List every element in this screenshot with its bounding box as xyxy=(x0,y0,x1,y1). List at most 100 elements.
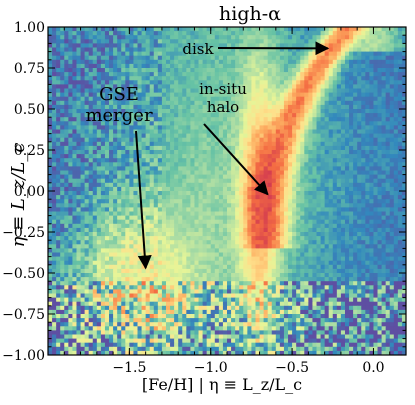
heatmap-cell xyxy=(251,191,256,196)
heatmap-cell xyxy=(113,76,118,81)
heatmap-cell xyxy=(255,232,261,237)
heatmap-cell xyxy=(182,215,187,221)
heatmap-cell xyxy=(247,170,252,176)
heatmap-cell xyxy=(385,59,391,65)
heatmap-cell xyxy=(324,154,330,159)
heatmap-cell xyxy=(247,109,252,114)
heatmap-cell xyxy=(186,170,191,176)
heatmap-cell xyxy=(60,137,65,143)
heatmap-cell xyxy=(68,162,73,167)
heatmap-cell xyxy=(247,211,252,217)
heatmap-cell xyxy=(255,186,261,192)
heatmap-cell xyxy=(157,51,163,57)
heatmap-cell xyxy=(385,68,391,73)
heatmap-cell xyxy=(109,68,114,73)
heatmap-cell xyxy=(381,129,387,135)
heatmap-cell xyxy=(312,174,317,180)
heatmap-cell xyxy=(328,252,334,258)
heatmap-cell xyxy=(104,141,110,147)
heatmap-cell xyxy=(92,55,98,61)
heatmap-cell xyxy=(300,154,305,159)
heatmap-cell xyxy=(263,100,269,106)
heatmap-cell xyxy=(259,133,265,139)
heatmap-cell xyxy=(149,170,155,176)
heatmap-cell xyxy=(125,207,130,212)
heatmap-cell xyxy=(247,92,252,98)
heatmap-cell xyxy=(304,174,309,180)
heatmap-cell xyxy=(64,133,69,139)
heatmap-cell xyxy=(104,219,110,225)
heatmap-cell xyxy=(186,211,191,217)
heatmap-cell xyxy=(72,137,77,143)
heatmap-cell xyxy=(320,154,326,159)
heatmap-cell xyxy=(279,27,285,32)
heatmap-cell xyxy=(210,145,216,151)
heatmap-cell xyxy=(84,31,90,36)
heatmap-cell xyxy=(194,96,200,102)
heatmap-cell xyxy=(288,35,293,40)
heatmap-cell xyxy=(275,51,281,57)
heatmap-cell xyxy=(182,207,187,212)
heatmap-cell xyxy=(251,256,256,262)
heatmap-cell xyxy=(271,211,277,217)
heatmap-cell xyxy=(174,240,179,245)
heatmap-cell xyxy=(125,39,130,44)
heatmap-cell xyxy=(186,215,191,221)
heatmap-cell xyxy=(393,100,399,106)
heatmap-cell xyxy=(133,223,138,229)
heatmap-cell xyxy=(206,72,212,77)
heatmap-cell xyxy=(251,35,256,40)
heatmap-cell xyxy=(365,104,370,110)
heatmap-cell xyxy=(206,137,212,143)
heatmap-cell xyxy=(365,211,370,217)
heatmap-cell xyxy=(308,39,313,44)
heatmap-cell xyxy=(100,158,106,163)
heatmap-cell xyxy=(153,191,159,196)
heatmap-cell xyxy=(190,203,195,208)
heatmap-cell xyxy=(324,162,330,167)
heatmap-cell xyxy=(320,203,326,208)
heatmap-cell xyxy=(235,76,240,81)
heatmap-cell xyxy=(340,191,346,196)
heatmap-cell xyxy=(48,178,53,184)
heatmap-cell xyxy=(104,76,110,81)
heatmap-cell xyxy=(68,125,73,130)
heatmap-cell xyxy=(121,256,126,262)
heatmap-cell xyxy=(377,43,383,48)
heatmap-cell xyxy=(304,76,309,81)
heatmap-cell xyxy=(117,195,122,200)
heatmap-cell xyxy=(80,232,86,237)
heatmap-cell xyxy=(255,141,261,147)
heatmap-cell xyxy=(259,145,265,151)
heatmap-cell xyxy=(100,240,106,245)
heatmap-cell xyxy=(373,100,379,106)
heatmap-cell xyxy=(104,72,110,77)
heatmap-cell xyxy=(137,76,143,81)
heatmap-cell xyxy=(247,84,252,89)
heatmap-cell xyxy=(381,27,387,32)
heatmap-cell xyxy=(170,31,175,36)
heatmap-cell xyxy=(165,244,171,249)
heatmap-cell xyxy=(125,174,130,180)
heatmap-cell xyxy=(365,186,370,192)
heatmap-cell xyxy=(255,191,261,196)
heatmap-cell xyxy=(157,133,163,139)
heatmap-cell xyxy=(76,166,82,171)
heatmap-cell xyxy=(251,59,256,65)
heatmap-cell xyxy=(84,59,90,65)
heatmap-cell xyxy=(222,232,228,237)
heatmap-cell xyxy=(340,100,346,106)
heatmap-cell xyxy=(60,182,65,188)
heatmap-cell xyxy=(202,199,208,204)
heatmap-cell xyxy=(296,195,301,200)
heatmap-cell xyxy=(186,182,191,188)
heatmap-cell xyxy=(336,59,342,65)
heatmap-cell xyxy=(279,129,285,135)
heatmap-cell xyxy=(186,113,191,118)
heatmap-cell xyxy=(96,141,102,147)
heatmap-cell xyxy=(263,178,269,184)
heatmap-cell xyxy=(239,227,244,233)
heatmap-cell xyxy=(178,76,183,81)
heatmap-cell xyxy=(385,113,391,118)
heatmap-cell xyxy=(206,141,212,147)
